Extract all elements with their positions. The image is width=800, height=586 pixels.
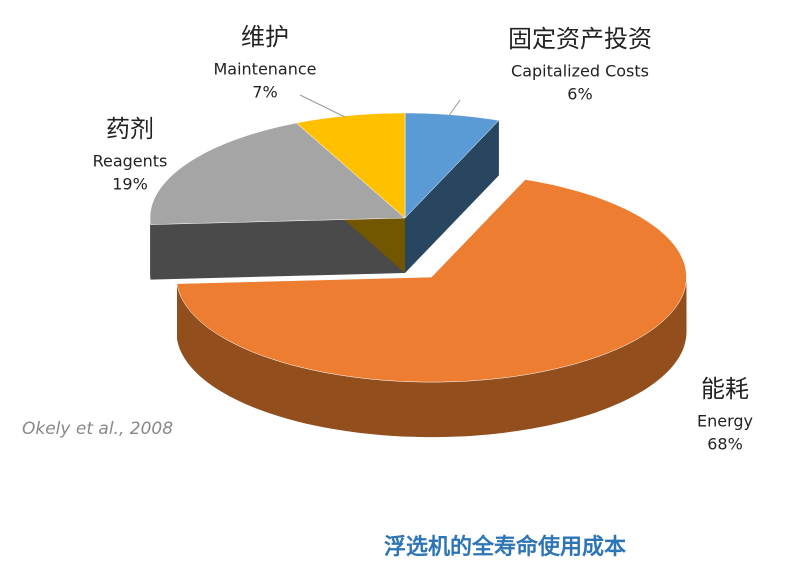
label-zh: 药剂 [106, 115, 154, 143]
slice [149, 122, 406, 225]
slice-wall [405, 120, 499, 274]
label-category: Energy [697, 412, 753, 431]
slice-side [177, 277, 687, 438]
label-zh: 维护 [241, 23, 289, 51]
caption: 浮选机的全寿命使用成本 [384, 534, 626, 560]
slice-side [150, 218, 151, 280]
slice-tops [149, 112, 687, 383]
label-category: Reagents [93, 152, 168, 171]
slice-wall [150, 218, 405, 280]
leader-line [447, 99, 461, 118]
data-label: 6% [567, 85, 592, 104]
leader-line [299, 94, 346, 118]
data-label: 7% [252, 83, 277, 102]
data-label: 68% [707, 435, 743, 454]
pie [149, 112, 687, 438]
source-note: Okely et al., 2008 [22, 419, 173, 439]
slice [176, 179, 687, 383]
slice [295, 112, 406, 219]
slice [404, 112, 500, 219]
label-category: Capitalized Costs [511, 62, 649, 81]
data-label: 19% [112, 175, 148, 194]
label-category: Maintenance [213, 60, 316, 79]
label-zh: 能耗 [701, 375, 749, 403]
label-zh: 固定资产投资 [508, 25, 652, 53]
slice-sides [150, 218, 687, 438]
